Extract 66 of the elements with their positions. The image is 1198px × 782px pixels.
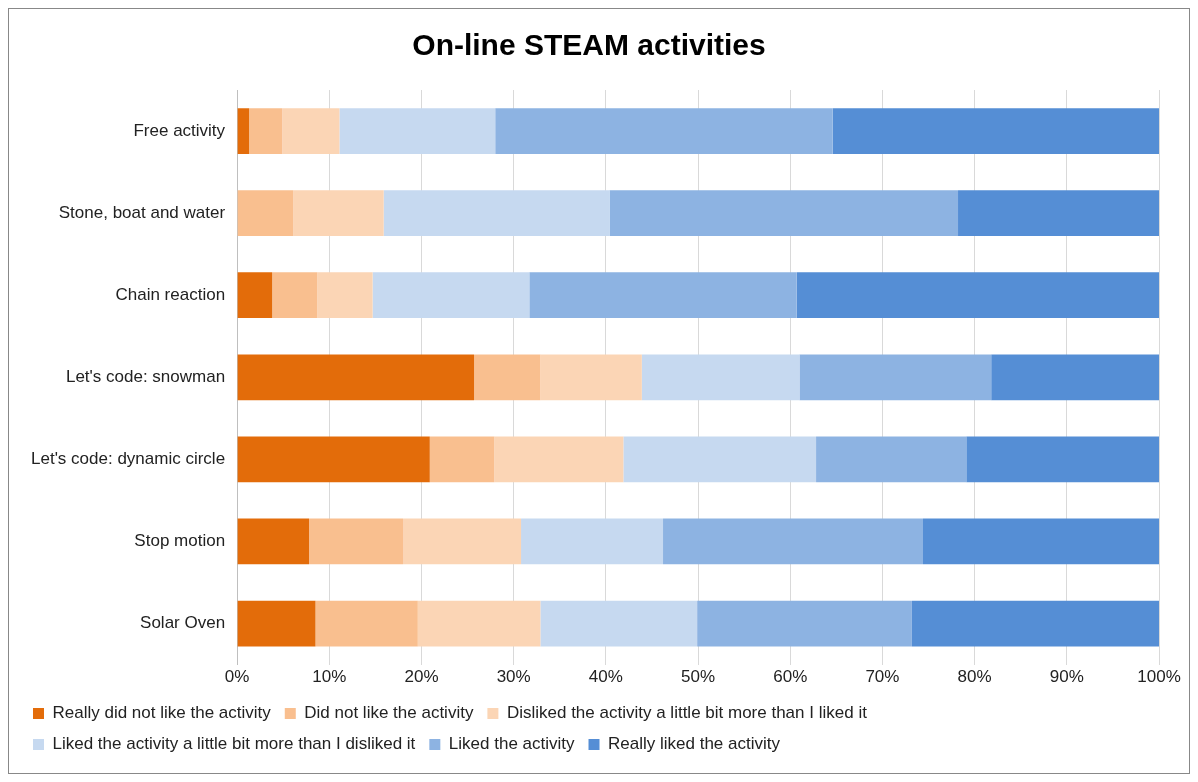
y-tick-label: Stone, boat and water	[58, 202, 226, 222]
bar	[966, 436, 1159, 483]
bar	[237, 272, 273, 319]
bar	[237, 190, 294, 237]
legend-label: Disliked the activity a little bit more than I liked it	[506, 703, 868, 723]
x-tick-label: 0%	[224, 667, 250, 687]
bar	[293, 190, 384, 237]
bar	[309, 518, 404, 565]
bar	[816, 436, 967, 483]
legend-label: Liked the activity a little bit more than I disliked it	[52, 734, 416, 754]
bar	[474, 354, 541, 401]
bar	[383, 190, 610, 237]
y-tick-label: Solar Oven	[140, 613, 226, 633]
bar	[237, 600, 316, 647]
bar	[237, 354, 475, 401]
x-tick-label: 10%	[312, 667, 347, 687]
bar	[372, 272, 530, 319]
bar	[339, 108, 496, 154]
y-tick-label: Stop motion	[134, 531, 226, 551]
bar	[799, 354, 992, 401]
bar	[623, 436, 817, 483]
bar	[991, 354, 1159, 401]
bar	[403, 518, 522, 565]
legend-label: Really did not like the activity	[52, 703, 272, 723]
y-tick-label: Chain reaction	[115, 284, 226, 304]
bar	[495, 108, 833, 154]
bar	[249, 108, 283, 154]
bar	[923, 518, 1159, 565]
y-tick-label: Let's code: dynamic circle	[31, 449, 226, 469]
bar	[529, 272, 797, 319]
bar	[641, 354, 800, 401]
x-tick-label: 50%	[681, 667, 716, 687]
legend-label: Did not like the activity	[304, 703, 474, 723]
bar	[237, 108, 250, 154]
bar	[609, 190, 959, 237]
bar	[540, 354, 642, 401]
legend-label: Really liked the activity	[608, 734, 781, 754]
bar	[315, 600, 418, 647]
x-tick-label: 40%	[588, 667, 623, 687]
x-tick-label: 20%	[404, 667, 439, 687]
bar	[663, 518, 923, 565]
y-tick-label: Free activity	[133, 120, 226, 140]
legend-label: Liked the activity	[448, 734, 576, 754]
bar	[494, 436, 624, 483]
bar	[429, 436, 495, 483]
bar	[697, 600, 912, 647]
bar	[237, 518, 310, 565]
bar	[521, 518, 664, 565]
bar	[417, 600, 541, 647]
x-tick-label: 60%	[773, 667, 808, 687]
bar	[540, 600, 698, 647]
x-tick-label: 80%	[957, 667, 992, 687]
x-tick-label: 90%	[1049, 667, 1084, 687]
y-tick-label: Let's code: snowman	[65, 366, 226, 386]
bar	[796, 272, 1159, 319]
bar	[958, 190, 1159, 237]
bar	[911, 600, 1159, 647]
x-tick-label: 100%	[1137, 667, 1181, 687]
bar	[317, 272, 373, 319]
x-tick-label: 70%	[865, 667, 900, 687]
x-tick-label: 30%	[496, 667, 531, 687]
bar	[282, 108, 340, 154]
bar	[237, 436, 430, 483]
bar	[832, 108, 1159, 154]
bar	[272, 272, 318, 319]
chart-title: On-line STEAM activities	[412, 28, 766, 62]
